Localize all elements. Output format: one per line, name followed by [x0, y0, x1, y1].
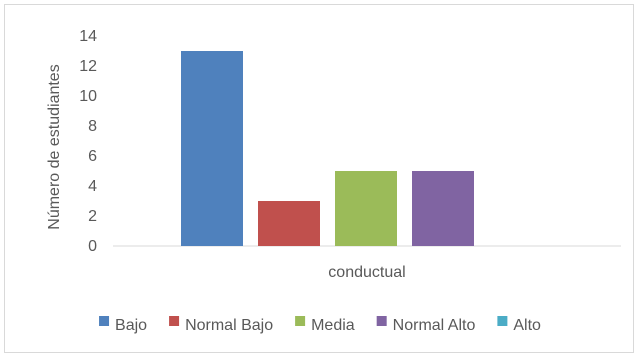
legend-item-alto: Alto	[497, 316, 541, 334]
legend-item-normal-alto: Normal Alto	[376, 316, 476, 334]
legend-label: Media	[311, 317, 355, 334]
legend-swatch	[169, 316, 180, 326]
y-tick-label: 6	[88, 148, 97, 165]
x-category-label: conductual	[328, 264, 405, 281]
bar-normal-alto	[412, 171, 474, 246]
legend-swatch	[99, 316, 110, 326]
y-tick-label: 0	[88, 238, 97, 255]
legend-item-normal-bajo: Normal Bajo	[169, 316, 273, 334]
bar-bajo	[181, 51, 243, 246]
legend-item-media: Media	[295, 316, 355, 334]
bar-chart: Número de estudiantes 0 2 4 6 8 10 12 14 conduc…	[46, 28, 621, 334]
y-tick-label: 12	[79, 58, 97, 75]
y-axis-label: Número de estudiantes	[46, 64, 63, 229]
bars	[181, 51, 474, 246]
y-tick-label: 10	[79, 88, 97, 105]
y-tick-label: 2	[88, 208, 97, 225]
legend-label: Alto	[513, 317, 541, 334]
y-tick-label: 8	[88, 118, 97, 135]
legend-swatch	[497, 316, 508, 326]
legend-label: Normal Bajo	[185, 317, 273, 334]
legend-label: Bajo	[115, 317, 147, 334]
legend-item-bajo: Bajo	[99, 316, 147, 334]
bar-normal-bajo	[258, 201, 320, 246]
y-axis-ticks: 0 2 4 6 8 10 12 14	[79, 28, 97, 255]
legend-swatch	[295, 316, 306, 326]
legend-swatch	[376, 316, 387, 326]
bar-media	[335, 171, 397, 246]
y-tick-label: 14	[79, 28, 97, 45]
y-tick-label: 4	[88, 178, 97, 195]
legend-label: Normal Alto	[393, 317, 476, 334]
chart-frame: Número de estudiantes 0 2 4 6 8 10 12 14 conduc…	[4, 4, 634, 353]
legend: Bajo Normal Bajo Media Normal Alto Alto	[99, 316, 541, 334]
